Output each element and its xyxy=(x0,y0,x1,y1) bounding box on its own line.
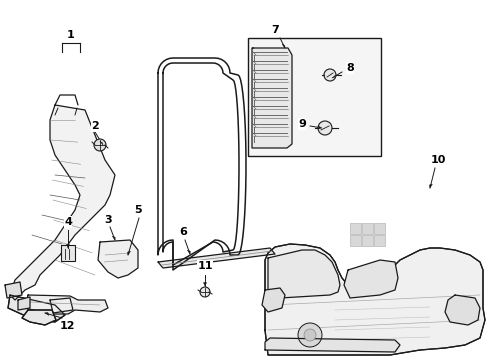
Bar xyxy=(373,223,384,234)
Polygon shape xyxy=(251,48,291,148)
Text: 1: 1 xyxy=(67,30,75,40)
Text: 6: 6 xyxy=(179,227,186,237)
Bar xyxy=(373,235,384,246)
Circle shape xyxy=(304,329,315,341)
Polygon shape xyxy=(331,75,335,78)
Text: 5: 5 xyxy=(134,205,142,215)
Text: 2: 2 xyxy=(91,121,99,131)
Text: 11: 11 xyxy=(197,261,212,271)
Polygon shape xyxy=(18,297,30,310)
Polygon shape xyxy=(25,295,108,314)
Text: 12: 12 xyxy=(59,321,75,331)
Polygon shape xyxy=(158,248,274,268)
Polygon shape xyxy=(50,298,73,313)
Circle shape xyxy=(297,323,321,347)
Polygon shape xyxy=(66,244,69,248)
Polygon shape xyxy=(112,236,115,240)
Bar xyxy=(349,223,360,234)
Polygon shape xyxy=(127,251,130,255)
Polygon shape xyxy=(98,240,138,278)
Bar xyxy=(247,38,380,156)
Polygon shape xyxy=(8,295,65,322)
Text: 8: 8 xyxy=(346,63,353,73)
Text: 10: 10 xyxy=(429,155,445,165)
Bar xyxy=(361,223,372,234)
Polygon shape xyxy=(5,282,22,298)
Text: 4: 4 xyxy=(64,217,72,227)
Polygon shape xyxy=(444,295,479,325)
Circle shape xyxy=(200,287,209,297)
Circle shape xyxy=(94,139,106,151)
Polygon shape xyxy=(282,44,285,48)
Polygon shape xyxy=(45,312,49,315)
Polygon shape xyxy=(428,184,431,188)
Polygon shape xyxy=(262,288,285,312)
Polygon shape xyxy=(264,244,484,355)
Text: 3: 3 xyxy=(104,215,112,225)
Polygon shape xyxy=(343,260,397,298)
Circle shape xyxy=(317,121,331,135)
Text: 9: 9 xyxy=(298,119,305,129)
Polygon shape xyxy=(318,126,321,129)
Polygon shape xyxy=(187,250,190,254)
Bar xyxy=(61,245,75,261)
Text: 7: 7 xyxy=(270,25,278,35)
Polygon shape xyxy=(10,105,115,300)
Circle shape xyxy=(324,69,335,81)
Polygon shape xyxy=(22,310,56,325)
Polygon shape xyxy=(267,250,339,298)
Polygon shape xyxy=(264,338,399,352)
Bar xyxy=(361,235,372,246)
Bar xyxy=(349,235,360,246)
Polygon shape xyxy=(203,283,206,286)
Polygon shape xyxy=(100,141,103,145)
